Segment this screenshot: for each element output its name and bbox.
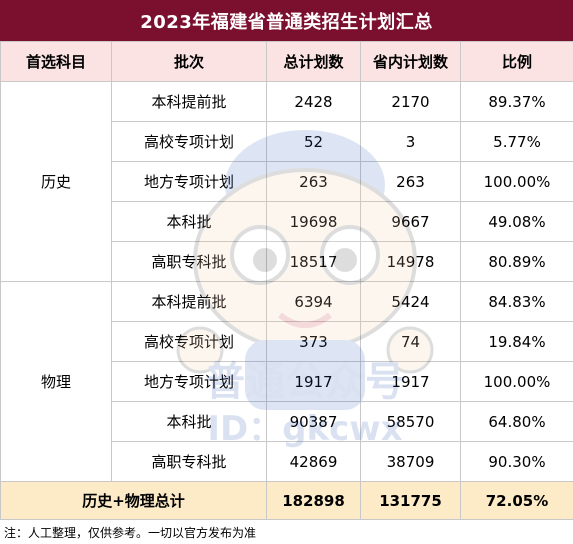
subject-cell: 物理 [0, 281, 112, 482]
in-province-cell: 263 [360, 161, 461, 202]
summary-total: 182898 [266, 481, 361, 520]
header-batch: 批次 [111, 41, 267, 82]
ratio-cell: 5.77% [460, 121, 573, 162]
summary-label: 历史+物理总计 [0, 481, 267, 520]
batch-cell: 本科提前批 [111, 281, 267, 322]
header-total: 总计划数 [266, 41, 361, 82]
in-province-cell: 5424 [360, 281, 461, 322]
ratio-cell: 100.00% [460, 161, 573, 202]
summary-ratio: 72.05% [460, 481, 573, 520]
total-cell: 263 [266, 161, 361, 202]
total-cell: 52 [266, 121, 361, 162]
in-province-cell: 3 [360, 121, 461, 162]
batch-cell: 高职专科批 [111, 441, 267, 482]
footnote: 注：人工整理，仅供参考。一切以官方发布为准 [4, 525, 257, 540]
ratio-cell: 84.83% [460, 281, 573, 322]
total-cell: 1917 [266, 361, 361, 402]
ratio-cell: 64.80% [460, 401, 573, 442]
summary-in-province: 131775 [360, 481, 461, 520]
ratio-cell: 49.08% [460, 201, 573, 242]
batch-cell: 本科批 [111, 201, 267, 242]
in-province-cell: 58570 [360, 401, 461, 442]
ratio-cell: 80.89% [460, 241, 573, 282]
header-row: 首选科目 批次 总计划数 省内计划数 比例 [0, 41, 573, 82]
total-cell: 42869 [266, 441, 361, 482]
batch-cell: 高校专项计划 [111, 121, 267, 162]
total-cell: 90387 [266, 401, 361, 442]
plan-table: 首选科目 批次 总计划数 省内计划数 比例 历史 本科提前批 2428 2170… [0, 41, 573, 520]
table-row: 物理 本科提前批 6394 5424 84.83% [0, 281, 573, 482]
batch-cell: 高职专科批 [111, 241, 267, 282]
batch-cell: 高校专项计划 [111, 321, 267, 362]
page-title: 2023年福建省普通类招生计划汇总 [0, 0, 573, 41]
header-in-province: 省内计划数 [360, 41, 461, 82]
ratio-cell: 100.00% [460, 361, 573, 402]
ratio-cell: 90.30% [460, 441, 573, 482]
total-cell: 6394 [266, 281, 361, 322]
batch-cell: 本科批 [111, 401, 267, 442]
table-row: 高职专科批 42869 38709 90.30% [1, 441, 573, 482]
summary-row: 历史+物理总计 182898 131775 72.05% [0, 481, 573, 520]
table-row: 本科批 19698 9667 49.08% [1, 201, 573, 242]
table-row: 高校专项计划 373 74 19.84% [1, 321, 573, 362]
in-province-cell: 14978 [360, 241, 461, 282]
ratio-cell: 19.84% [460, 321, 573, 362]
in-province-cell: 74 [360, 321, 461, 362]
batch-cell: 地方专项计划 [111, 361, 267, 402]
header-ratio: 比例 [460, 41, 573, 82]
in-province-cell: 2170 [360, 81, 461, 122]
table-row: 历史 本科提前批 2428 2170 89.37% [0, 81, 573, 282]
total-cell: 2428 [266, 81, 361, 122]
total-cell: 18517 [266, 241, 361, 282]
ratio-cell: 89.37% [460, 81, 573, 122]
in-province-cell: 38709 [360, 441, 461, 482]
header-subject: 首选科目 [0, 41, 112, 82]
batch-cell: 本科提前批 [111, 81, 267, 122]
table-row: 高校专项计划 52 3 5.77% [1, 121, 573, 162]
in-province-cell: 9667 [360, 201, 461, 242]
total-cell: 373 [266, 321, 361, 362]
table-row: 地方专项计划 263 263 100.00% [1, 161, 573, 202]
subject-cell: 历史 [0, 81, 112, 282]
in-province-cell: 1917 [360, 361, 461, 402]
batch-cell: 地方专项计划 [111, 161, 267, 202]
total-cell: 19698 [266, 201, 361, 242]
